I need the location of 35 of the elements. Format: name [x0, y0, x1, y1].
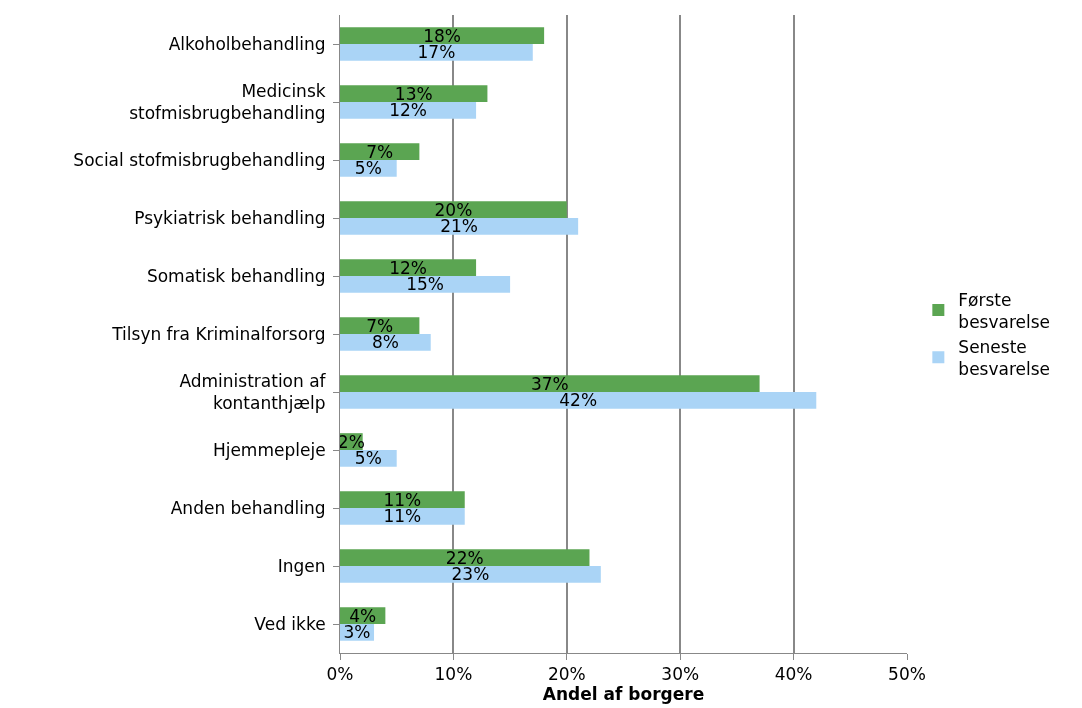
bar [340, 392, 817, 409]
y-tick-label: Anden behandling [170, 497, 326, 518]
y-tick-label: Social stofmisbrugbehandling [73, 149, 326, 170]
bar [340, 85, 488, 102]
legend-label: Første besvarelse [958, 289, 1051, 332]
y-tick-label: Psykiatrisk behandling [134, 207, 326, 228]
data-label: 3% [343, 622, 371, 643]
bar [340, 102, 477, 119]
y-tick-label: Alkoholbehandling [168, 33, 326, 54]
y-tick-label: Hjemmepleje [212, 439, 326, 460]
bar [340, 27, 545, 44]
x-tick-label: 40% [774, 664, 813, 685]
x-tick-label: 30% [661, 664, 700, 685]
x-tick-label: 0% [326, 664, 354, 685]
bar [340, 259, 477, 276]
bar [340, 508, 465, 525]
bar [340, 44, 533, 61]
bar [340, 566, 601, 583]
y-tick-label: Tilsyn fra Kriminalforsorg [111, 323, 326, 344]
y-tick-label: Ved ikke [254, 613, 326, 634]
bar [340, 201, 567, 218]
y-tick-label: Administration af kontanthjælp [179, 370, 327, 413]
bar [340, 276, 511, 293]
x-tick-label: 10% [434, 664, 473, 685]
bar [340, 375, 760, 392]
x-tick-label: 20% [547, 664, 586, 685]
bar [340, 218, 579, 235]
x-axis-title: Andel af borgere [542, 684, 705, 705]
y-tick-label: Somatisk behandling [146, 265, 326, 286]
bar [340, 491, 465, 508]
x-tick-label: 50% [888, 664, 926, 685]
y-tick-label: Ingen [277, 555, 326, 576]
y-tick-label: Medicinsk stofmisbrugbehandling [129, 80, 326, 123]
bar [340, 549, 590, 566]
legend-label: Seneste besvarelse [958, 336, 1051, 379]
